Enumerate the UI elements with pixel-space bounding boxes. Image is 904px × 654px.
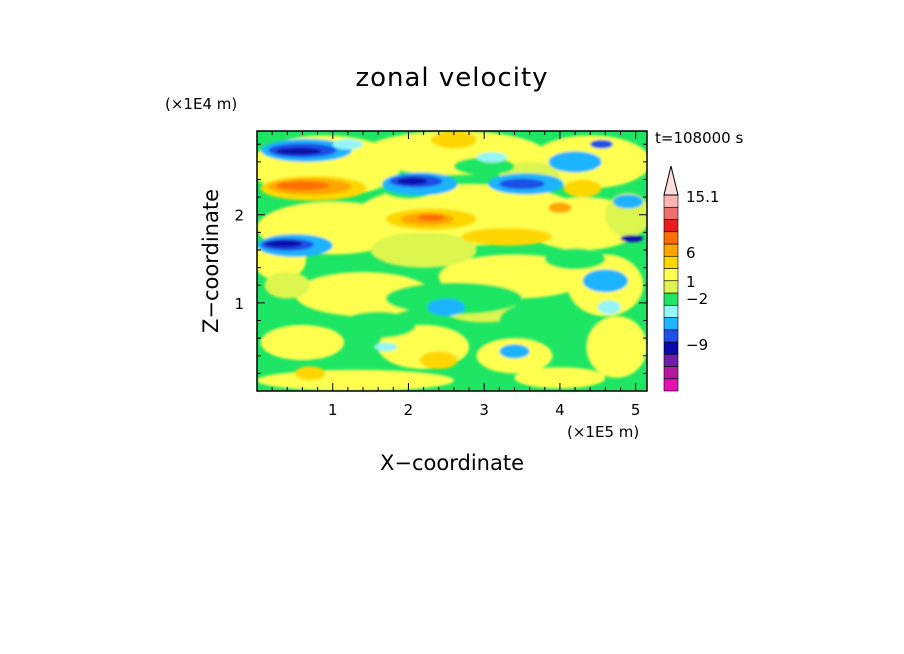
colorbar-label: 6: [686, 244, 696, 262]
contour-region: [332, 138, 364, 150]
contour-region: [544, 248, 606, 270]
contour-region: [294, 366, 326, 381]
contour-region: [590, 139, 613, 149]
colorbar-label: 1: [686, 273, 696, 291]
colorbar-segment: [663, 231, 679, 245]
colorbar-segment: [663, 268, 679, 282]
y-tick-label: 1: [234, 295, 244, 313]
contour-region: [620, 235, 644, 243]
colorbar-label: −2: [686, 290, 708, 308]
colorbar-segment: [663, 317, 679, 331]
x-tick-label: 3: [479, 401, 489, 419]
colorbar-label: 15.1: [686, 188, 719, 206]
contour-region: [476, 152, 507, 163]
contour-region: [385, 282, 523, 315]
x-axis-label: X−coordinate: [380, 451, 524, 475]
contour-region: [264, 272, 311, 299]
contour-region: [260, 324, 345, 361]
y-axis: 12: [234, 143, 647, 374]
contour-region: [499, 344, 530, 359]
velocity-field: [257, 131, 647, 391]
contour-region: [612, 194, 644, 209]
colorbar-segment: [663, 292, 679, 306]
contour-region: [340, 311, 417, 339]
contour-region: [427, 298, 466, 317]
colorbar-segment: [663, 255, 679, 269]
colorbar-segment: [663, 341, 679, 355]
colorbar-extend-arrow: [663, 165, 679, 196]
contour-region: [257, 369, 454, 391]
chart-title: zonal velocity: [355, 63, 548, 93]
colorbar-segment: [663, 194, 679, 208]
colorbar-segment: [663, 329, 679, 343]
x-tick-label: 5: [631, 401, 641, 419]
contour-region: [370, 232, 477, 268]
colorbar-segment: [663, 304, 679, 318]
colorbar-segment: [663, 219, 679, 233]
colorbar: 15.1 6 1−2 −9: [663, 165, 719, 392]
x-scale-label: (×1E5 m): [567, 423, 639, 441]
contour-region: [431, 131, 477, 149]
colorbar-segment: [663, 366, 679, 380]
contour-region: [419, 351, 458, 369]
colorbar-segment: [663, 243, 679, 257]
contour-region: [499, 178, 545, 190]
y-scale-label: (×1E4 m): [165, 95, 237, 113]
x-tick-label: 2: [404, 401, 414, 419]
contour-region: [417, 213, 445, 221]
x-tick-label: 4: [555, 401, 565, 419]
colorbar-segment: [663, 280, 679, 294]
contour-region: [548, 202, 572, 213]
colorbar-segment: [663, 206, 679, 220]
y-tick-label: 2: [234, 207, 244, 225]
plot-frame: [256, 130, 648, 392]
contour-region: [582, 269, 629, 293]
contour-region: [264, 240, 303, 248]
colorbar-segment: [663, 378, 679, 392]
colorbar-label: −9: [686, 336, 708, 354]
contour-region: [597, 300, 621, 315]
contour-region: [586, 316, 647, 378]
time-label: t=108000 s: [655, 129, 743, 147]
x-tick-label: 1: [328, 401, 338, 419]
contour-region: [397, 177, 428, 185]
contour-region: [275, 147, 322, 155]
contour-region: [374, 342, 398, 352]
contour-region: [461, 227, 553, 246]
contour-region: [548, 151, 602, 173]
contour-region: [275, 181, 329, 191]
contour-region: [563, 179, 602, 198]
contour-region: [514, 367, 606, 389]
y-axis-label: Z−coordinate: [199, 189, 223, 333]
colorbar-segment: [663, 353, 679, 367]
x-axis: 1 2 3 4 5: [271, 131, 641, 419]
plot-area: [257, 131, 647, 391]
contour-region: [499, 302, 576, 339]
